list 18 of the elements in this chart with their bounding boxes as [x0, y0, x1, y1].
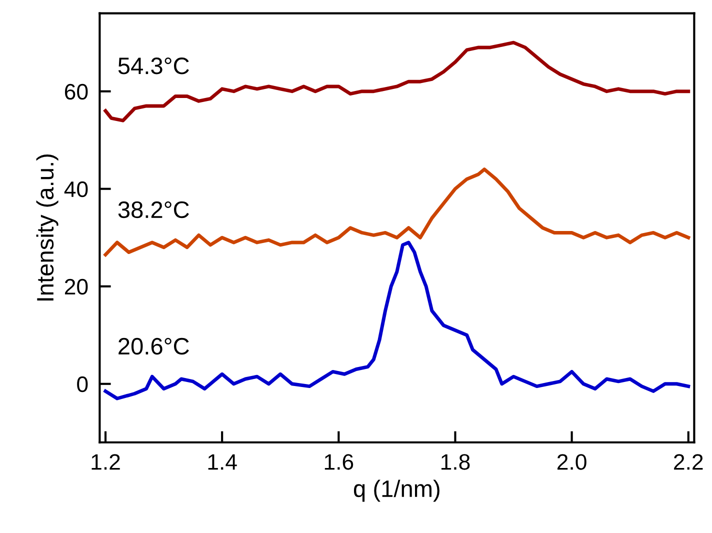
x-tick-label: 1.2 — [92, 454, 120, 470]
x-tick-label: 1.6 — [324, 454, 354, 470]
y-tick-label: 20 — [64, 278, 88, 295]
x-tick-label: 1.4 — [208, 454, 237, 470]
y-tick-label: 60 — [64, 84, 88, 100]
x-axis-title: q (1/nm) — [354, 480, 440, 502]
line-series — [104, 168, 690, 256]
series-label: 20.6°C — [118, 338, 189, 355]
y-tick-label: 40 — [64, 181, 88, 198]
line-series — [104, 240, 690, 400]
series-label: 54.3°C — [118, 58, 189, 74]
y-tick-label: 0 — [77, 376, 88, 392]
x-tick-label: 1.8 — [441, 454, 470, 470]
series-label: 38.2°C — [118, 201, 189, 218]
line-series — [104, 40, 690, 122]
y-axis-title: Intensity (a.u.) — [36, 154, 58, 300]
x-tick-label: 2.0 — [557, 454, 586, 470]
x-tick-label: 2.2 — [674, 454, 703, 470]
